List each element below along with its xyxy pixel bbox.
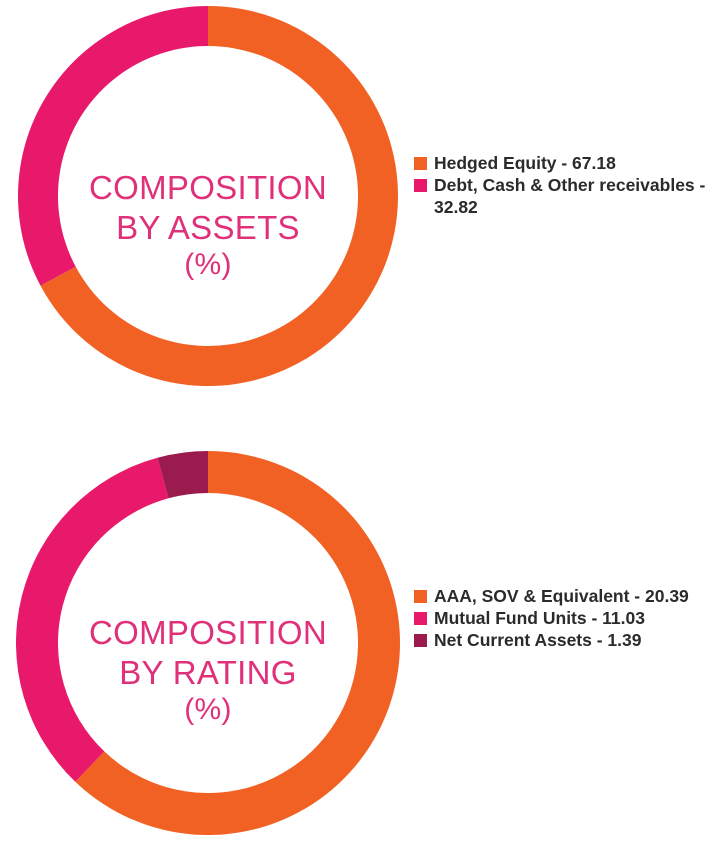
rating-center-title: COMPOSITION BY RATING (%) xyxy=(58,613,358,728)
legend-label: Mutual Fund Units - 11.03 xyxy=(434,608,645,628)
legend-item-debt-cash: Debt, Cash & Other receivables - 32.82 xyxy=(414,174,714,218)
rating-title-line-1: COMPOSITION xyxy=(89,614,327,651)
rating-legend: AAA, SOV & Equivalent - 20.39 Mutual Fun… xyxy=(414,585,714,651)
donut-slice-2 xyxy=(16,457,169,782)
legend-swatch xyxy=(414,612,427,625)
rating-title-line-2: BY RATING xyxy=(119,653,297,691)
rating-title-line-3: (%) xyxy=(184,693,232,727)
composition-by-assets-chart: COMPOSITION BY ASSETS (%) Hedged Equity … xyxy=(0,0,716,400)
assets-legend: Hedged Equity - 67.18 Debt, Cash & Other… xyxy=(414,152,714,218)
composition-by-rating-chart: COMPOSITION BY RATING (%) AAA, SOV & Equ… xyxy=(0,445,716,847)
legend-item-net-current-assets: Net Current Assets - 1.39 xyxy=(414,629,714,651)
legend-label: Debt, Cash & Other receivables - 32.82 xyxy=(434,175,706,217)
donut-slice-2 xyxy=(17,6,208,286)
legend-item-aaa-sov: AAA, SOV & Equivalent - 20.39 xyxy=(414,585,714,607)
donut-slice-3 xyxy=(157,451,208,499)
legend-swatch xyxy=(414,179,427,192)
assets-donut xyxy=(17,6,398,386)
rating-donut xyxy=(16,451,400,835)
legend-swatch xyxy=(414,590,427,603)
legend-swatch xyxy=(414,157,427,170)
legend-label: Hedged Equity - 67.18 xyxy=(434,153,616,173)
legend-item-hedged-equity: Hedged Equity - 67.18 xyxy=(414,152,714,174)
legend-label: Net Current Assets - 1.39 xyxy=(434,630,642,650)
legend-label: AAA, SOV & Equivalent - 20.39 xyxy=(434,586,689,606)
legend-item-mutual-fund-units: Mutual Fund Units - 11.03 xyxy=(414,607,714,629)
assets-title-line-2: BY ASSETS xyxy=(116,208,300,246)
assets-title-line-3: (%) xyxy=(184,248,232,282)
assets-center-title: COMPOSITION BY ASSETS (%) xyxy=(58,168,358,283)
donut-slice-1 xyxy=(75,451,400,835)
legend-swatch xyxy=(414,634,427,647)
assets-title-line-1: COMPOSITION xyxy=(89,169,327,206)
